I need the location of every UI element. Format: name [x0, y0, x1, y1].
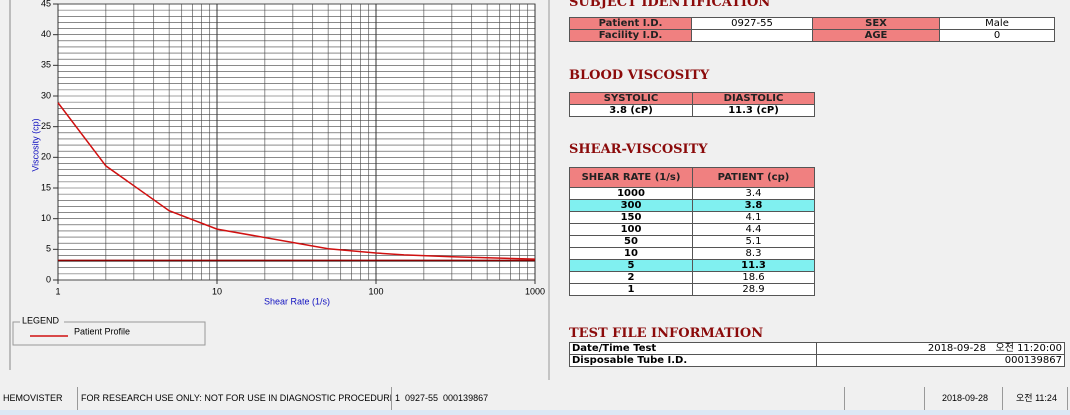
row: 1000 3.4 — [569, 187, 815, 200]
cell: 11.3 (cP) — [692, 104, 815, 117]
cell: 4.4 — [692, 223, 815, 236]
testfile-table: Date/Time Test 2018-09-28 오전 11:20:00 Dis… — [569, 342, 1065, 367]
cell: 50 — [569, 235, 693, 248]
y-tick-label: 35 — [41, 60, 51, 70]
subject-table: Patient I.D. 0927-55 SEX Male Facility I.D.… — [569, 17, 1055, 42]
x-axis-label: Shear Rate (1/s) — [264, 296, 330, 306]
row: 5 11.3 — [569, 259, 815, 272]
status-cell — [845, 387, 925, 410]
y-tick-label: 30 — [41, 90, 51, 100]
row: 10 8.3 — [569, 247, 815, 260]
row: 100 4.4 — [569, 223, 815, 236]
cell: Patient I.D. — [569, 17, 692, 30]
y-tick-label: 0 — [46, 274, 51, 284]
y-tick-label: 25 — [41, 121, 51, 131]
cell: PATIENT (cp) — [692, 167, 815, 188]
cell: 150 — [569, 211, 693, 224]
cell: DIASTOLIC — [692, 92, 815, 105]
row: 2 18.6 — [569, 271, 815, 284]
section-title: TEST FILE INFORMATION — [569, 326, 764, 341]
y-tick-label: 10 — [41, 213, 51, 223]
x-tick-label: 1 — [55, 286, 60, 296]
cell: 3.8 (cP) — [569, 104, 693, 117]
y-axis-label: Viscosity (cp) — [30, 118, 40, 171]
shear-table: SHEAR RATE (1/s) PATIENT (cp) 1000 3.4 300 3… — [569, 167, 815, 296]
cell: 8.3 — [692, 247, 815, 260]
x-tick-label: 100 — [368, 286, 383, 296]
legend-box — [12, 321, 206, 346]
status-cell: FOR RESEARCH USE ONLY: NOT FOR USE IN DI… — [78, 387, 392, 410]
row: 50 5.1 — [569, 235, 815, 248]
cell: 4.1 — [692, 211, 815, 224]
cell: Date/Time Test — [569, 342, 817, 355]
status-cell: HEMOVISTER — [0, 387, 78, 410]
cell: 0 — [939, 29, 1055, 42]
x-tick-label: 1000 — [525, 286, 545, 296]
blood-table: SYSTOLIC DIASTOLIC 3.8 (cP) 11.3 (cP) — [569, 92, 815, 117]
legend-title: LEGEND — [22, 315, 60, 325]
cell: Male — [939, 17, 1055, 30]
cell: 3.4 — [692, 187, 815, 200]
cell: Disposable Tube I.D. — [569, 354, 817, 367]
y-tick-label: 5 — [46, 244, 51, 254]
status-cell: 1 0927-55 000139867 — [392, 387, 845, 410]
cell: 300 — [569, 199, 693, 212]
cell: 2018-09-28 오전 11:20:00 — [816, 342, 1065, 355]
y-tick-label: 45 — [41, 0, 51, 8]
taskbar-strip — [0, 410, 1070, 415]
cell: 000139867 — [816, 354, 1065, 367]
cell — [691, 29, 813, 42]
cell: SHEAR RATE (1/s) — [569, 167, 693, 188]
cell: SEX — [812, 17, 940, 30]
cell: 0927-55 — [691, 17, 813, 30]
cell: SYSTOLIC — [569, 92, 693, 105]
data-line — [57, 102, 536, 260]
cell: 11.3 — [692, 259, 815, 272]
cell: 28.9 — [692, 283, 815, 296]
plot-area — [57, 3, 536, 281]
status-cell: 2018-09-28 — [925, 387, 1003, 410]
section-title: BLOOD VISCOSITY — [569, 68, 710, 83]
cell: 5.1 — [692, 235, 815, 248]
cell: Facility I.D. — [569, 29, 692, 42]
chart: Shear Rate (1/s) Viscosity (cp) LEGEND 0… — [9, 0, 550, 380]
y-tick-label: 40 — [41, 29, 51, 39]
row: 150 4.1 — [569, 211, 815, 224]
cell: 2 — [569, 271, 693, 284]
legend-label: Patient Profile — [74, 326, 130, 336]
row: 300 3.8 — [569, 199, 815, 212]
legend-title-bg — [20, 316, 64, 326]
row: 1 28.9 — [569, 283, 815, 296]
section-title: SHEAR-VISCOSITY — [569, 142, 708, 157]
cell: 3.8 — [692, 199, 815, 212]
cell: 1000 — [569, 187, 693, 200]
y-tick-label: 15 — [41, 182, 51, 192]
status-bar: HEMOVISTER FOR RESEARCH USE ONLY: NOT FO… — [0, 387, 1070, 410]
cell: 5 — [569, 259, 693, 272]
cell: 100 — [569, 223, 693, 236]
section-title: SUBJECT IDENTIFICATION — [569, 0, 771, 10]
y-tick-label: 20 — [41, 152, 51, 162]
x-tick-label: 10 — [212, 286, 222, 296]
cell: 10 — [569, 247, 693, 260]
cell: AGE — [812, 29, 940, 42]
status-cell: 오전 11:24 — [1003, 387, 1068, 410]
cell: 1 — [569, 283, 693, 296]
cell: 18.6 — [692, 271, 815, 284]
